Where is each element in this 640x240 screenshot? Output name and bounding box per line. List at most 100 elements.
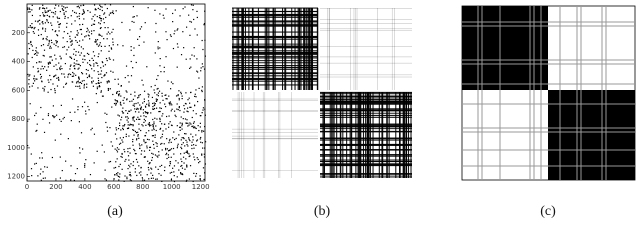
dot (143, 41, 145, 43)
dot (30, 168, 33, 170)
dot (61, 8, 64, 10)
dot (195, 140, 198, 142)
dot (187, 125, 189, 127)
dot (142, 125, 144, 127)
dot (35, 78, 37, 80)
dot (159, 13, 161, 15)
dot (93, 30, 95, 32)
dot (42, 44, 45, 46)
dot (202, 48, 204, 51)
dot (133, 103, 135, 105)
dot (180, 171, 182, 174)
dot (53, 116, 55, 119)
dot (67, 76, 69, 78)
dot (49, 62, 51, 64)
dot (57, 76, 60, 79)
dot (42, 7, 45, 9)
dot (97, 45, 100, 47)
dot (39, 23, 41, 25)
dot (106, 33, 108, 35)
dot (156, 143, 158, 145)
dot (157, 48, 159, 50)
dot (69, 41, 72, 43)
dot (95, 39, 97, 41)
dot (164, 94, 166, 96)
dot (159, 58, 161, 60)
dot (34, 80, 36, 82)
dot (116, 92, 118, 95)
dot (139, 118, 141, 120)
dot (117, 172, 119, 174)
dot (34, 20, 37, 22)
dot (42, 28, 44, 30)
dot (144, 142, 146, 144)
dot (154, 117, 156, 119)
dot (100, 70, 103, 72)
dot (155, 107, 158, 109)
dot (47, 10, 49, 12)
dot (110, 48, 113, 50)
dot (128, 159, 130, 161)
dot (114, 166, 117, 169)
dot (127, 117, 129, 119)
dot (177, 46, 179, 48)
dot (185, 122, 188, 124)
dot (70, 179, 72, 181)
dot (203, 178, 205, 181)
dot (37, 87, 39, 89)
dot (71, 43, 73, 45)
dot (157, 40, 159, 43)
dot (96, 15, 98, 18)
dot (136, 15, 138, 17)
dot (182, 142, 184, 144)
dot (191, 141, 193, 143)
dot (163, 123, 166, 125)
dot (166, 138, 168, 140)
dot (121, 153, 123, 155)
dot (137, 38, 139, 40)
dot (136, 174, 138, 177)
dot (148, 149, 151, 151)
dot (89, 63, 91, 66)
dot (160, 174, 162, 176)
dot (169, 101, 171, 103)
dot (51, 24, 53, 26)
dot (179, 109, 181, 112)
dot (193, 144, 195, 146)
dot (176, 43, 179, 45)
dot (118, 176, 121, 178)
dot (77, 80, 79, 82)
dot (139, 104, 141, 106)
dot (91, 127, 93, 129)
dot (44, 85, 46, 88)
dot (96, 62, 98, 64)
dot (77, 68, 79, 70)
dot (143, 156, 145, 158)
dot (148, 123, 150, 125)
dot (35, 112, 37, 114)
dot (181, 164, 183, 167)
dot (98, 17, 101, 19)
dot (161, 180, 163, 183)
dot (163, 66, 165, 68)
dot (180, 173, 182, 175)
dot (93, 20, 96, 22)
dot (125, 65, 128, 67)
dot (65, 83, 67, 85)
dot (70, 44, 72, 46)
dot (101, 144, 103, 146)
dot (57, 21, 59, 23)
dot (54, 7, 56, 9)
dot (152, 118, 154, 121)
dot (119, 137, 121, 139)
dot (82, 12, 84, 15)
dot (56, 77, 58, 79)
dot (45, 38, 47, 40)
dot (148, 178, 150, 180)
panel-a: 0 200 400 600 800 1000 1200 200 400 600 800 1000 120… (7, 3, 210, 191)
dot (155, 98, 157, 100)
dot (132, 16, 134, 18)
dot (38, 19, 41, 21)
dot (199, 160, 201, 163)
dot (137, 131, 139, 133)
